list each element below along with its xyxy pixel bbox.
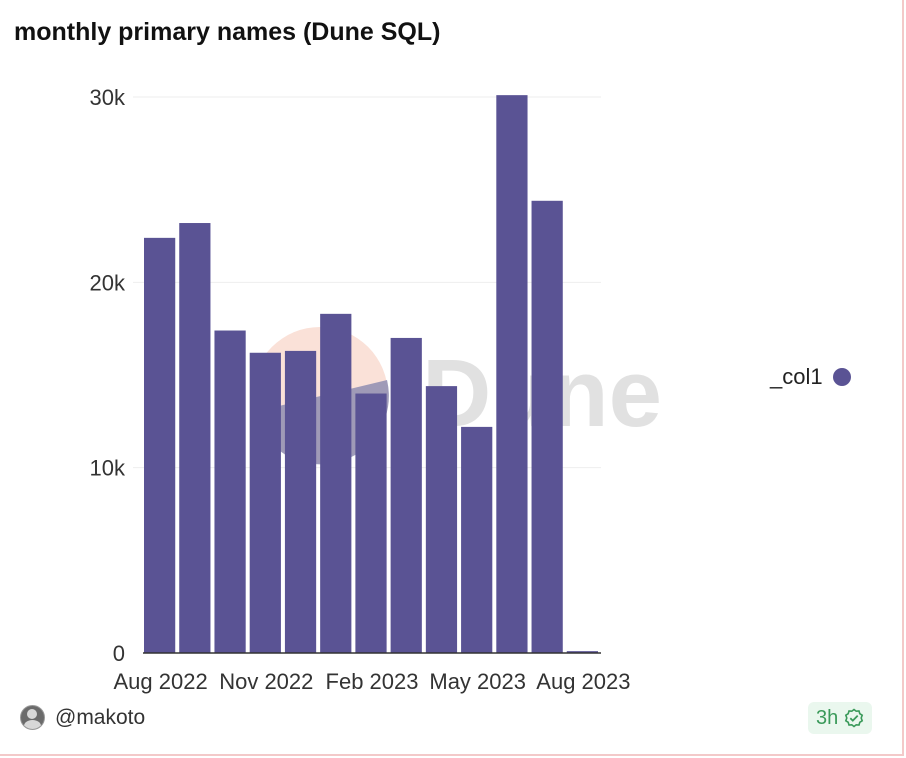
y-tick-label: 0 (113, 641, 125, 666)
bar[interactable] (355, 393, 387, 653)
legend[interactable]: _col1 (770, 364, 851, 390)
refresh-age: 3h (816, 706, 839, 729)
y-tick-label: 30k (90, 85, 126, 110)
bar[interactable] (214, 330, 246, 653)
check-circle-icon (845, 708, 864, 728)
bars (144, 95, 598, 653)
author-name: @makoto (55, 705, 146, 729)
bar[interactable] (531, 200, 563, 653)
x-tick-label: Nov 2022 (219, 669, 313, 694)
bar[interactable] (461, 426, 493, 653)
author[interactable]: @makoto (20, 705, 145, 730)
bar[interactable] (179, 223, 211, 653)
x-tick-label: Aug 2022 (114, 669, 208, 694)
bar[interactable] (284, 350, 317, 653)
bar[interactable] (320, 313, 352, 653)
x-tick-label: May 2023 (429, 669, 526, 694)
bar[interactable] (496, 95, 528, 653)
legend-dot (832, 368, 851, 386)
chart-title[interactable]: monthly primary names (Dune SQL) (14, 18, 441, 46)
y-tick-label: 20k (90, 270, 126, 295)
x-axis-ticks: Aug 2022 Nov 2022 Feb 2023 May 2023 Aug 2023 (114, 669, 631, 694)
bar[interactable] (249, 352, 281, 653)
avatar (20, 705, 45, 730)
bar[interactable] (425, 386, 458, 653)
y-tick-label: 10k (90, 456, 126, 481)
x-tick-label: Aug 2023 (536, 669, 630, 694)
legend-label: _col1 (770, 364, 823, 389)
y-axis-ticks: 0 10k 20k 30k (90, 85, 126, 666)
bar[interactable] (144, 237, 176, 653)
bar[interactable] (390, 337, 422, 653)
x-tick-label: Feb 2023 (326, 669, 419, 694)
refresh-badge[interactable]: 3h (808, 702, 873, 734)
bar[interactable] (566, 651, 598, 653)
